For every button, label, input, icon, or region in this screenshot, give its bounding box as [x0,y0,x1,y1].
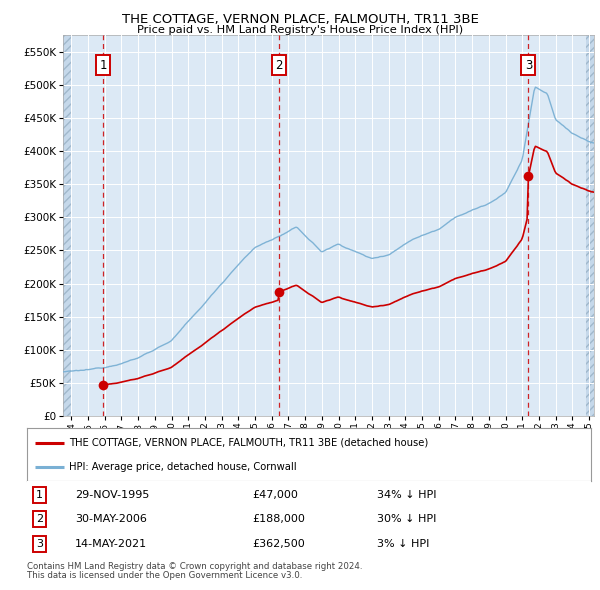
Text: 30-MAY-2006: 30-MAY-2006 [75,514,147,524]
Text: £47,000: £47,000 [253,490,298,500]
Text: 29-NOV-1995: 29-NOV-1995 [75,490,149,500]
Text: £362,500: £362,500 [253,539,305,549]
Text: This data is licensed under the Open Government Licence v3.0.: This data is licensed under the Open Gov… [27,571,302,580]
Text: 30% ↓ HPI: 30% ↓ HPI [377,514,436,524]
Text: 3: 3 [524,58,532,71]
Text: 2: 2 [275,58,283,71]
Text: Price paid vs. HM Land Registry's House Price Index (HPI): Price paid vs. HM Land Registry's House … [137,25,463,35]
Text: 1: 1 [100,58,107,71]
Text: THE COTTAGE, VERNON PLACE, FALMOUTH, TR11 3BE: THE COTTAGE, VERNON PLACE, FALMOUTH, TR1… [122,13,478,26]
Text: £188,000: £188,000 [253,514,305,524]
Text: 1: 1 [36,490,43,500]
Text: HPI: Average price, detached house, Cornwall: HPI: Average price, detached house, Corn… [70,462,297,472]
Bar [63,35,72,416]
Text: 3: 3 [36,539,43,549]
Text: 3% ↓ HPI: 3% ↓ HPI [377,539,429,549]
Text: Contains HM Land Registry data © Crown copyright and database right 2024.: Contains HM Land Registry data © Crown c… [27,562,362,571]
Text: THE COTTAGE, VERNON PLACE, FALMOUTH, TR11 3BE (detached house): THE COTTAGE, VERNON PLACE, FALMOUTH, TR1… [70,438,428,448]
Text: 34% ↓ HPI: 34% ↓ HPI [377,490,436,500]
Text: 14-MAY-2021: 14-MAY-2021 [75,539,147,549]
Bar [586,35,595,416]
Text: 2: 2 [36,514,43,524]
